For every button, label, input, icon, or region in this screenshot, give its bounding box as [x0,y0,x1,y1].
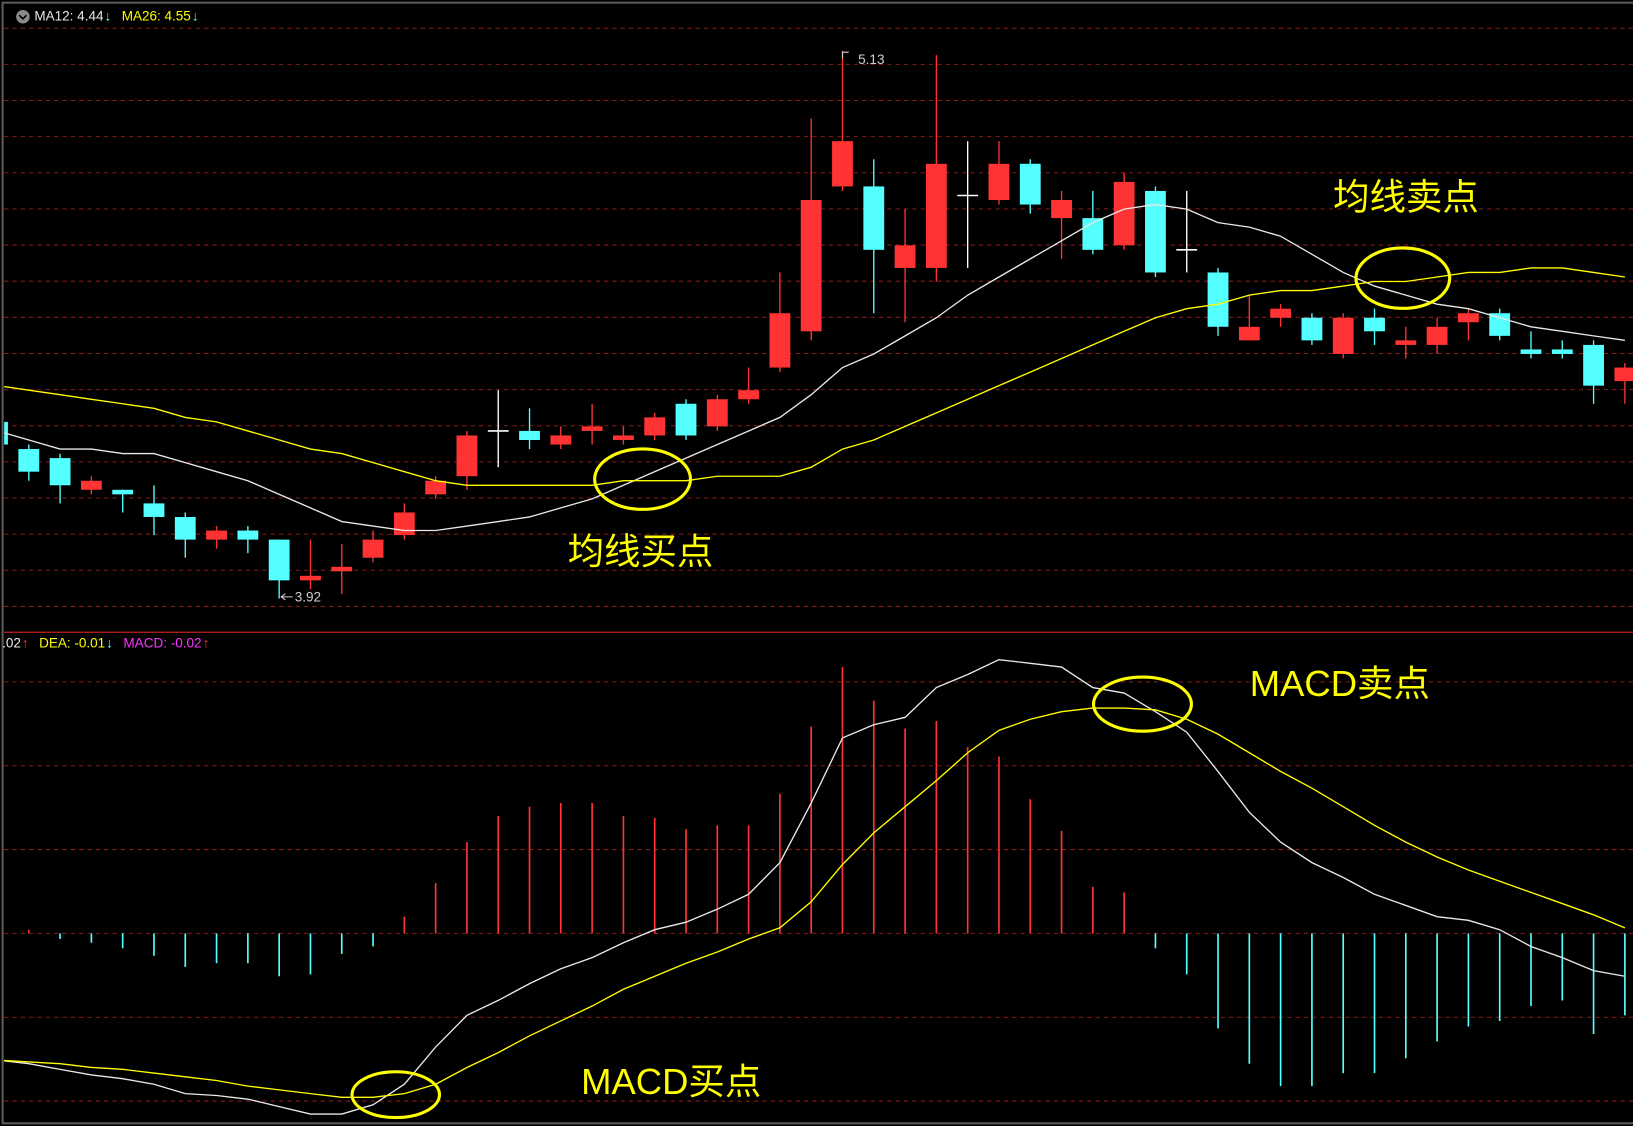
low-label: 3.92 [295,589,321,604]
candle-body [456,435,478,477]
high-label: 5.13 [858,52,884,67]
legend-trend: ↓ [192,8,199,23]
candle-body [143,503,165,517]
candle-body [1019,163,1041,205]
candle-body [675,403,697,436]
legend-label: MA26: 4.55 [122,8,191,23]
candle-body [1520,349,1542,354]
legend-label: MA12: 4.44 [34,8,104,23]
candle-body [237,530,259,540]
annotation-ring [1091,675,1193,733]
candle-body [1364,317,1385,332]
candle-body [1426,326,1448,345]
candle-body [644,417,666,436]
candle-body [1301,317,1323,341]
indicator-line [4,267,1625,486]
candle-body [550,435,572,445]
candle-body [1583,344,1604,386]
candle-body [519,430,540,440]
candle-body [738,390,760,400]
candle-body [1551,349,1573,354]
candle-body [1332,317,1354,354]
candle-body [1395,340,1417,345]
candle-body [331,566,353,572]
candle-body [1113,181,1135,246]
legend-trend: ↑ [22,635,29,650]
legend-label: .02 [2,635,21,650]
candle-body [1238,326,1260,341]
annotation-ring [593,447,693,511]
candle-body [925,163,947,268]
candle-body [800,200,822,332]
candle-body [832,141,853,187]
legend-trend: ↑ [203,635,210,650]
candle-body [300,575,321,581]
candle-body [612,435,634,440]
candle-body [174,516,196,540]
candle-body [49,458,71,486]
indicator-line [4,203,1625,532]
legend-trend: ↓ [106,635,113,650]
candle-body [268,539,290,581]
candle-body [1145,190,1166,273]
legend-trend: ↓ [105,8,112,23]
indicator-line [4,658,1625,1115]
candle-body [581,426,603,431]
candle-body [706,399,728,427]
candle-body [362,539,384,558]
candle-body [1051,200,1072,219]
candle-body [1457,313,1479,323]
candle-body [894,245,916,268]
annotation-ring [350,1070,442,1120]
candle-body [769,313,791,368]
candle-body [425,480,447,495]
menu-icon [16,9,30,24]
candle-body [393,512,415,536]
low-marker [280,593,293,601]
candle-body [863,186,885,250]
candle-body [988,163,1010,201]
high-marker [842,51,849,59]
annotation-ring [1354,246,1452,310]
candle-body [1614,367,1633,382]
legend-label: MACD: -0.02 [123,635,201,650]
candle-body [1489,313,1511,336]
indicator-line [4,707,1626,1098]
candle-body [80,480,102,490]
annotation: MACD卖点 [1250,663,1430,704]
annotation: MACD买点 [581,1061,761,1102]
annotation: 均线卖点 [1333,177,1479,218]
legend-label: DEA: -0.01 [39,635,105,650]
annotation: 均线买点 [568,531,714,572]
candle-body [206,530,227,540]
plot-area [4,50,1633,1115]
menu-icon-chevron [18,14,28,21]
candle-body [1207,272,1229,327]
candle-body [1270,308,1292,318]
candle-body [18,449,40,472]
candle-body [112,489,134,495]
